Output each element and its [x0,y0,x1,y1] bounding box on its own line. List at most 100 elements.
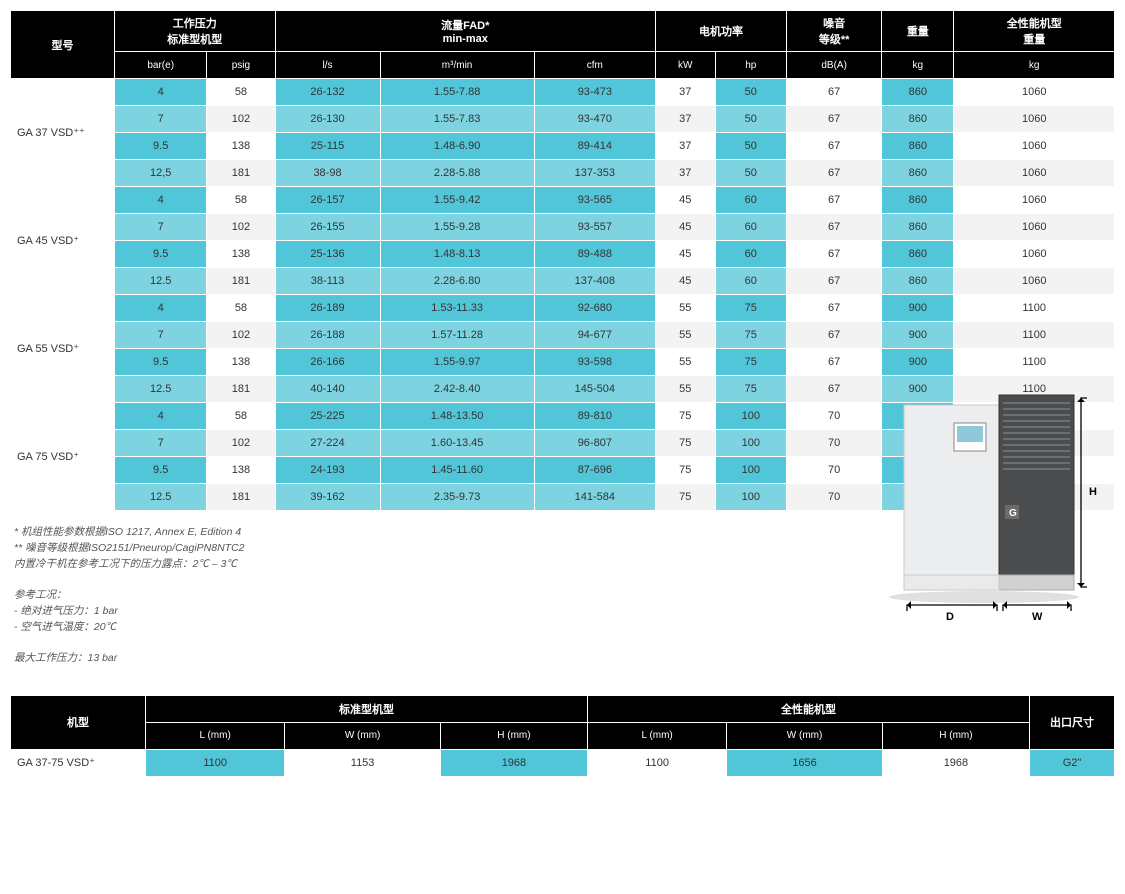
cell: 1.55-7.83 [380,106,534,133]
cell: 26-130 [275,106,380,133]
model-label: GA 37 VSD⁺⁺ [11,79,115,187]
cell: 37 [656,79,716,106]
cell: 1.55-7.88 [380,79,534,106]
cell: 100 [715,430,787,457]
cell: 45 [656,187,716,214]
cell: 12,5 [115,160,207,187]
cell: 92-680 [534,295,655,322]
cell: 12.5 [115,268,207,295]
cell: 100 [715,484,787,511]
cell: 145-504 [534,376,655,403]
th-kg: kg [882,52,954,79]
cell: 75 [715,376,787,403]
cell: 1100 [954,295,1115,322]
cell: 1060 [954,133,1115,160]
cell: 1.53-11.33 [380,295,534,322]
th-kw: kW [656,52,716,79]
cell: 1060 [954,268,1115,295]
cell: 1.55-9.28 [380,214,534,241]
subheader-row: bar(e) psig l/s m³/min cfm kW hp dB(A) k… [11,52,1115,79]
cell: 75 [656,484,716,511]
cell: 7 [115,322,207,349]
table-row: GA 37 VSD⁺⁺45826-1321.55-7.8893-47337506… [11,79,1115,106]
cell: 181 [207,160,275,187]
cell: 67 [787,160,882,187]
cell: 58 [207,295,275,322]
table-row: 12,518138-982.28-5.88137-353375067860106… [11,160,1115,187]
cell: 37 [656,106,716,133]
th-fad: 流量FAD*min-max [275,11,656,52]
cell: 138 [207,457,275,484]
cell: 37 [656,133,716,160]
cell: 102 [207,106,275,133]
th-h2: H (mm) [882,722,1029,749]
th-w2: W (mm) [727,722,883,749]
cell: 1060 [954,106,1115,133]
th-l2: L (mm) [587,722,726,749]
th-w1: W (mm) [285,722,441,749]
cell: 1060 [954,187,1115,214]
footnote-line: 最大工作压力：13 bar [14,651,574,667]
cell: 1060 [954,241,1115,268]
th-motor: 电机功率 [656,11,787,52]
cell: 60 [715,268,787,295]
cell: 1656 [727,749,883,776]
cell: 12.5 [115,484,207,511]
cell: 26-189 [275,295,380,322]
cell: 58 [207,79,275,106]
cell: 38-98 [275,160,380,187]
cell: 1.48-6.90 [380,133,534,160]
dim-h-label: H [1089,486,1097,498]
cell: 45 [656,241,716,268]
cell: 67 [787,214,882,241]
cell: 7 [115,430,207,457]
cell: 26-132 [275,79,380,106]
th-std: 标准型机型 [146,695,588,722]
cell: 93-473 [534,79,655,106]
cell: 12.5 [115,376,207,403]
cell: 75 [715,295,787,322]
cell: 67 [787,187,882,214]
cell: 1.48-8.13 [380,241,534,268]
cell: 93-598 [534,349,655,376]
cell: 138 [207,133,275,160]
cell: 1060 [954,79,1115,106]
table-row: 710226-1881.57-11.2894-6775575679001100 [11,322,1115,349]
cell: 45 [656,268,716,295]
cell: 9.5 [115,133,207,160]
cell: 1.60-13.45 [380,430,534,457]
dim-w-label: W [1032,611,1043,623]
cell: 58 [207,187,275,214]
cell: G2" [1030,749,1115,776]
cell: 60 [715,187,787,214]
cell: 37 [656,160,716,187]
cell: 67 [787,322,882,349]
cell: 75 [656,430,716,457]
cell: 860 [882,187,954,214]
cell: 2.35-9.73 [380,484,534,511]
cell: 860 [882,79,954,106]
cell: 4 [115,187,207,214]
cell: 181 [207,484,275,511]
th-noise: 噪音等级** [787,11,882,52]
cell: 50 [715,160,787,187]
cell: 50 [715,106,787,133]
cell: 100 [715,457,787,484]
footnote-line: ** 噪音等级根据ISO2151/Pneurop/CagiPN8NTC2 [14,541,574,557]
th-fullweight: 全性能机型重量 [954,11,1115,52]
th-pressure: 工作压力标准型机型 [115,11,276,52]
th-weight: 重量 [882,11,954,52]
cell: 26-157 [275,187,380,214]
cell: 89-414 [534,133,655,160]
svg-text:G: G [1009,508,1017,519]
cell: 900 [882,295,954,322]
cell: 181 [207,376,275,403]
model-label: GA 75 VSD⁺ [11,403,115,511]
cell: 55 [656,376,716,403]
cell: 900 [882,322,954,349]
product-figure: G D W H [849,365,1109,625]
cell: 1100 [146,749,285,776]
th-psig: psig [207,52,275,79]
cell: 4 [115,295,207,322]
th-hp: hp [715,52,787,79]
